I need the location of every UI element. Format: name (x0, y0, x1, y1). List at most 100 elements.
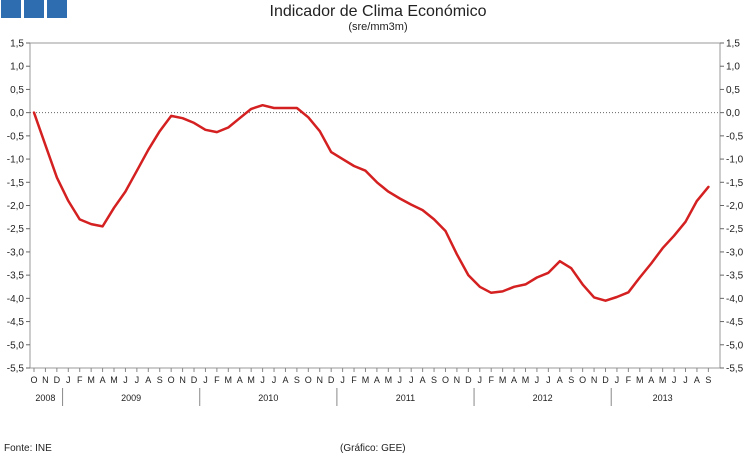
chart-title: Indicador de Clima Económico (269, 3, 487, 20)
series-line (32, 103, 710, 302)
y-tick-label: -2,0 (726, 201, 744, 212)
x-tick-label: N (317, 375, 324, 385)
x-tick-label: M (522, 375, 530, 385)
year-label: 2013 (653, 393, 673, 403)
year-label: 2009 (121, 393, 141, 403)
chart-subtitle: (sre/mm3m) (348, 21, 408, 33)
x-tick-label: A (511, 375, 517, 385)
x-tick-label: A (282, 375, 288, 385)
x-tick-label: M (362, 375, 370, 385)
x-tick-label: O (168, 375, 175, 385)
x-tick-label: N (454, 375, 461, 385)
x-tick-label: N (179, 375, 186, 385)
x-tick-label: A (100, 375, 106, 385)
y-tick-label: 0,5 (10, 85, 24, 96)
y-tick-label: -5,5 (726, 364, 744, 375)
x-tick-label: M (225, 375, 233, 385)
x-tick-label: J (683, 375, 688, 385)
y-tick-label: 0,0 (726, 108, 740, 119)
y-tick-label: -1,0 (7, 155, 25, 166)
y-tick-label: -1,5 (726, 178, 744, 189)
x-tick-label: M (385, 375, 393, 385)
y-tick-label: -2,5 (7, 224, 25, 235)
y-tick-label: 0,0 (10, 108, 24, 119)
x-tick-label: F (77, 375, 83, 385)
x-tick-label: J (66, 375, 71, 385)
x-tick-label: M (247, 375, 255, 385)
x-tick-label: F (488, 375, 494, 385)
y-tick-label: -3,5 (7, 271, 25, 282)
x-tick-label: A (694, 375, 700, 385)
year-label: 2010 (258, 393, 278, 403)
year-label: 2008 (35, 393, 55, 403)
logo-square (24, 0, 44, 18)
x-tick-label: S (705, 375, 711, 385)
y-tick-label: 1,5 (726, 39, 740, 50)
y-axis-right: 1,5 1,0 0,5 0,0 -0,5 -1,0 -1,5 -2,0 -2,5 -3,0 -3,5… (720, 39, 744, 375)
x-tick-label: F (214, 375, 220, 385)
y-tick-label: -3,0 (7, 247, 25, 258)
x-tick-label: D (54, 375, 61, 385)
x-tick-label: S (431, 375, 437, 385)
x-tick-label: J (135, 375, 140, 385)
y-tick-label: -1,5 (7, 178, 25, 189)
x-tick-label: J (478, 375, 483, 385)
y-tick-label: -2,0 (7, 201, 25, 212)
x-tick-label: S (157, 375, 163, 385)
x-tick-label: D (191, 375, 198, 385)
y-tick-label: -4,0 (7, 294, 25, 305)
x-tick-label: D (465, 375, 472, 385)
x-tick-label: M (636, 375, 644, 385)
x-tick-label: J (260, 375, 265, 385)
y-tick-label: -3,5 (726, 271, 744, 282)
y-tick-label: 0,5 (726, 85, 740, 96)
plot-frame (29, 42, 721, 369)
y-axis-left: 1,5 1,0 0,5 0,0 -0,5 -1,0 -1,5 -2,0 -2,5 -3,0 -3,5… (7, 39, 720, 375)
y-tick-label: -0,5 (726, 131, 744, 142)
x-tick-label: D (602, 375, 609, 385)
x-tick-label: A (648, 375, 654, 385)
x-tick-label: M (87, 375, 95, 385)
x-tick-label: J (203, 375, 208, 385)
x-tick-label: J (398, 375, 403, 385)
y-tick-label: 1,0 (726, 62, 740, 73)
y-tick-label: -4,0 (726, 294, 744, 305)
x-tick-label: S (294, 375, 300, 385)
y-tick-label: 1,0 (10, 62, 24, 73)
y-tick-label: -4,5 (7, 317, 25, 328)
x-tick-label: A (237, 375, 243, 385)
x-tick-label: J (615, 375, 620, 385)
x-tick-label: O (30, 375, 37, 385)
source-note: Fonte: INE (4, 443, 52, 454)
y-tick-label: -3,0 (726, 247, 744, 258)
x-tick-label: M (659, 375, 667, 385)
x-tick-label: N (591, 375, 598, 385)
year-label: 2011 (396, 393, 415, 403)
x-tick-label: J (672, 375, 677, 385)
x-tick-label: A (374, 375, 380, 385)
x-tick-label: F (626, 375, 632, 385)
x-tick-label: J (409, 375, 414, 385)
logo-square (47, 0, 67, 18)
x-tick-label: J (546, 375, 551, 385)
x-tick-label: A (420, 375, 426, 385)
y-tick-label: -4,5 (726, 317, 744, 328)
x-tick-label: F (351, 375, 357, 385)
year-label: 2012 (533, 393, 553, 403)
x-tick-label: O (305, 375, 312, 385)
x-tick-label: J (535, 375, 540, 385)
y-tick-label: -5,0 (726, 340, 744, 351)
y-tick-label: 1,5 (10, 39, 24, 50)
x-tick-label: S (568, 375, 574, 385)
x-tick-label: J (272, 375, 277, 385)
logo-square (1, 0, 21, 18)
x-tick-label: O (579, 375, 586, 385)
x-tick-label: A (557, 375, 563, 385)
x-tick-label: A (145, 375, 151, 385)
y-tick-label: -2,5 (726, 224, 744, 235)
series-group (32, 103, 710, 302)
x-tick-label: O (442, 375, 449, 385)
